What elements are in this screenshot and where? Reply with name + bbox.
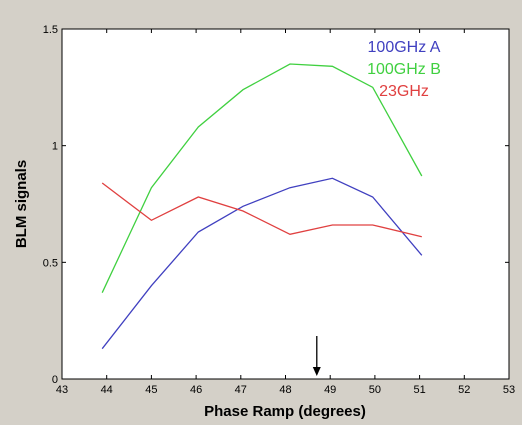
- x-axis-ticks: 43 44 45 46 47 48 49 50 51 52 53: [56, 29, 515, 396]
- y-tick-label: 0: [52, 374, 58, 386]
- y-tick-label: 1.5: [43, 24, 58, 36]
- x-tick-label: 47: [235, 384, 247, 396]
- legend: 100GHz A 100GHz B 23GHz: [367, 39, 441, 100]
- x-tick-label: 52: [458, 384, 470, 396]
- y-axis-label: BLM signals: [13, 160, 30, 248]
- x-tick-label: 48: [279, 384, 291, 396]
- x-tick-label: 43: [56, 384, 68, 396]
- annotation-layer: [312, 336, 321, 376]
- series-layer: [101, 63, 423, 350]
- arrow-head-icon: [312, 367, 321, 376]
- series-line-1: [101, 177, 423, 350]
- x-tick-label: 44: [101, 384, 113, 396]
- legend-entry-1: 100GHz A: [368, 39, 441, 56]
- plot-area: [62, 29, 509, 379]
- x-axis-label: Phase Ramp (degrees): [204, 403, 366, 420]
- y-axis-ticks: 0 0.5 1 1.5: [43, 24, 509, 386]
- x-tick-label: 46: [190, 384, 202, 396]
- legend-entry-2: 100GHz B: [367, 61, 441, 78]
- x-tick-label: 53: [503, 384, 515, 396]
- x-tick-label: 49: [324, 384, 336, 396]
- x-tick-label: 50: [369, 384, 381, 396]
- x-tick-label: 45: [145, 384, 157, 396]
- series-line-2: [101, 63, 423, 293]
- x-tick-label: 51: [413, 384, 425, 396]
- y-tick-label: 0.5: [43, 257, 58, 269]
- y-tick-label: 1: [52, 141, 58, 153]
- series-line-3: [101, 182, 422, 238]
- legend-entry-3: 23GHz: [379, 83, 429, 100]
